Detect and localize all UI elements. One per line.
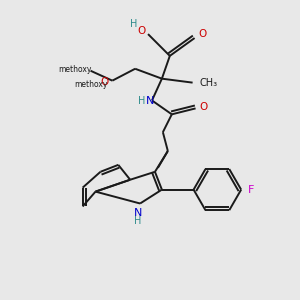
Text: N: N — [134, 208, 142, 218]
Text: F: F — [248, 184, 254, 195]
Text: O: O — [100, 76, 109, 87]
Text: methoxy: methoxy — [58, 65, 92, 74]
Text: methoxy: methoxy — [74, 80, 107, 89]
Text: H: H — [138, 97, 146, 106]
Text: O: O — [137, 26, 145, 36]
Text: H: H — [134, 216, 142, 226]
Text: CH₃: CH₃ — [200, 78, 217, 88]
Text: H: H — [130, 19, 138, 29]
Text: O: O — [198, 29, 207, 39]
Text: O: O — [200, 102, 208, 112]
Text: N: N — [146, 97, 154, 106]
